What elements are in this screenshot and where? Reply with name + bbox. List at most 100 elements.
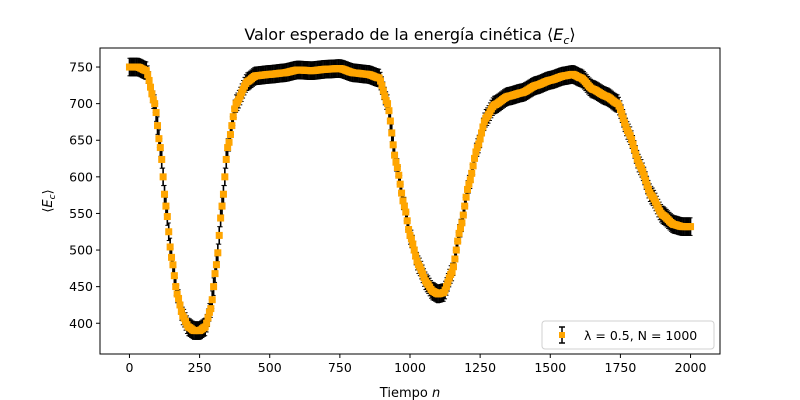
- data-point: [142, 67, 150, 75]
- data-point: [172, 283, 180, 291]
- data-point: [468, 169, 476, 177]
- data-point: [162, 202, 170, 210]
- plot-area: [100, 48, 720, 354]
- data-point: [479, 123, 487, 131]
- x-tick-label: 0: [125, 360, 133, 375]
- y-axis-label: ⟨Ec⟩: [41, 189, 58, 212]
- data-point: [156, 144, 164, 152]
- data-point: [616, 106, 624, 114]
- points: [125, 63, 695, 335]
- data-point: [454, 237, 462, 245]
- x-tick-label: 500: [258, 360, 282, 375]
- data-point: [218, 202, 226, 210]
- x-tick-label: 1000: [394, 360, 426, 375]
- legend-label: λ = 0.5, N = 1000: [584, 328, 697, 343]
- data-point: [207, 305, 215, 313]
- data-point: [212, 261, 220, 269]
- data-point: [461, 202, 469, 210]
- data-point: [687, 223, 695, 231]
- x-axis: 0 250 500 750 1000 1250 1500 1750 2000: [125, 354, 706, 375]
- data-point: [640, 172, 648, 180]
- data-point: [155, 135, 163, 143]
- data-point: [226, 131, 234, 139]
- data-point: [378, 82, 386, 90]
- data-point: [145, 76, 153, 84]
- data-point: [459, 211, 467, 219]
- data-point: [399, 197, 407, 205]
- x-tick-label: 250: [188, 360, 212, 375]
- data-point: [208, 296, 216, 304]
- x-tick-label: 1500: [534, 360, 566, 375]
- y-tick-label: 750: [69, 60, 93, 75]
- data-point: [177, 307, 185, 315]
- data-point: [465, 180, 473, 188]
- y-tick-label: 500: [69, 243, 93, 258]
- data-point: [452, 246, 460, 254]
- data-point: [413, 257, 421, 265]
- data-point: [391, 151, 399, 159]
- legend-marker: [559, 332, 565, 338]
- data-point: [403, 217, 411, 225]
- data-point: [385, 107, 393, 115]
- x-tick-label: 1250: [464, 360, 496, 375]
- data-point: [458, 219, 466, 227]
- x-axis-label: Tiempo n: [379, 386, 440, 400]
- data-point: [412, 252, 420, 260]
- data-point: [419, 270, 427, 278]
- data-point: [395, 171, 403, 179]
- data-point: [386, 117, 394, 125]
- data-point: [406, 231, 414, 239]
- data-point: [410, 246, 418, 254]
- data-point: [462, 193, 470, 201]
- data-point: [633, 155, 641, 163]
- data-point: [163, 213, 171, 221]
- data-point: [417, 266, 425, 274]
- data-point: [392, 158, 400, 166]
- data-point: [154, 122, 162, 130]
- data-point: [381, 92, 389, 100]
- data-point: [629, 140, 637, 148]
- y-tick-label: 600: [69, 169, 93, 184]
- data-point: [225, 138, 233, 146]
- data-point: [214, 249, 222, 257]
- data-point: [389, 141, 397, 149]
- data-point: [144, 71, 152, 79]
- data-point: [475, 140, 483, 148]
- data-point: [176, 301, 184, 309]
- data-point: [456, 224, 464, 232]
- chart-title: Valor esperado de la energía cinética ⟨E…: [244, 25, 575, 47]
- data-point: [473, 144, 481, 152]
- data-point: [466, 176, 474, 184]
- y-tick-label: 550: [69, 206, 93, 221]
- data-point: [151, 100, 159, 108]
- data-point: [205, 308, 213, 316]
- y-tick-label: 650: [69, 133, 93, 148]
- data-point: [211, 270, 219, 278]
- data-point: [402, 208, 410, 216]
- data-point: [478, 129, 486, 137]
- data-point: [448, 268, 456, 276]
- data-point: [476, 135, 484, 143]
- x-tick-label: 750: [328, 360, 352, 375]
- data-point: [161, 190, 169, 198]
- data-point: [231, 105, 239, 113]
- data-point: [169, 261, 177, 269]
- data-point: [480, 118, 488, 126]
- y-tick-label: 400: [69, 316, 93, 331]
- data-point: [639, 168, 647, 176]
- data-point: [442, 282, 450, 290]
- data-point: [173, 290, 181, 298]
- data-point: [219, 190, 227, 198]
- data-point: [628, 136, 636, 144]
- data-point: [445, 274, 453, 282]
- data-point: [643, 181, 651, 189]
- data-point: [398, 189, 406, 197]
- data-point: [632, 150, 640, 158]
- data-point: [441, 286, 449, 294]
- data-point: [449, 263, 457, 271]
- data-point: [618, 110, 626, 118]
- data-point: [469, 162, 477, 170]
- data-point: [148, 90, 156, 98]
- data-point: [170, 272, 178, 280]
